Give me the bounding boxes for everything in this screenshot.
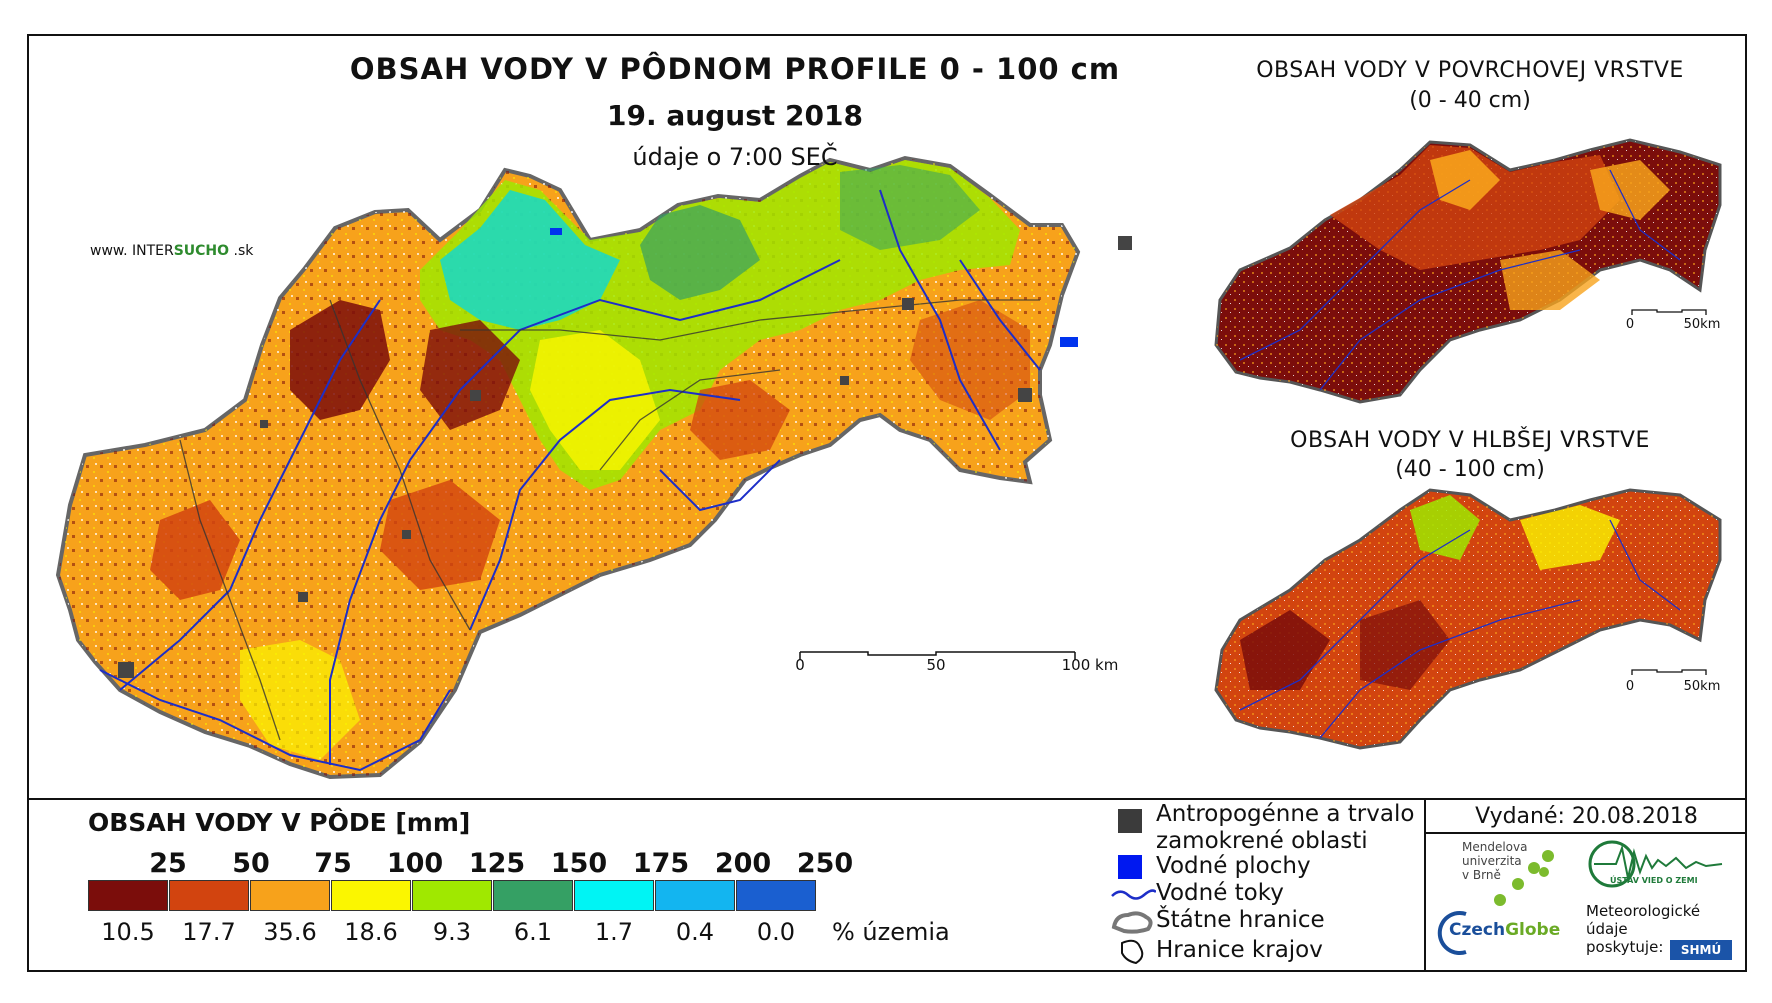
inset-surface-scale-bar [1631, 309, 1707, 315]
rivers [99, 189, 1041, 772]
legend-swatches [88, 880, 817, 911]
legend-urban-line2: zamokrené oblasti [1156, 828, 1368, 854]
legend-percent: 0.0 [756, 918, 796, 946]
legend-swatch [331, 880, 411, 911]
inset-deep-scale-label-50: 50km [1684, 679, 1721, 694]
main-time-note: údaje o 7:00 SEČ [632, 143, 838, 171]
issued-divider [1426, 832, 1747, 834]
website-suffix: .sk [229, 243, 254, 259]
legend-urban-line1: Antropogénne a trvalo [1156, 801, 1415, 827]
legend-state-border-label: Štátne hranice [1156, 907, 1325, 933]
issued-date: Vydané: 20.08.2018 [1475, 804, 1698, 829]
website-prefix: www. INTER [90, 243, 174, 259]
legend-threshold: 25 [149, 848, 187, 879]
legend-swatch [736, 880, 816, 911]
main-scale-label-0: 0 [795, 656, 805, 674]
legend-threshold: 125 [468, 848, 526, 879]
legend-swatch [169, 880, 249, 911]
legend-percent: 0.4 [675, 918, 715, 946]
legend-threshold: 175 [632, 848, 690, 879]
legend-swatch [493, 880, 573, 911]
legend-swatch [574, 880, 654, 911]
czechglobe-arc-icon [1437, 911, 1467, 955]
mendel-dots-icon [1494, 850, 1554, 906]
inset-surface-scale-label-0: 0 [1626, 317, 1634, 332]
legend-urban: Antropogénne a trvalo zamokrené oblasti [1110, 801, 1414, 855]
legend-water-bodies: Vodné plochy [1110, 853, 1311, 880]
legend-percent: 9.3 [432, 918, 472, 946]
legend-rivers: Vodné toky [1110, 880, 1284, 907]
legend-swatch [412, 880, 492, 911]
inset-surface-title: OBSAH VODY V POVRCHOVEJ VRSTVE [1256, 58, 1684, 83]
water-square-icon [1118, 855, 1142, 879]
legend-threshold: 250 [796, 848, 854, 879]
urban-square-icon [1118, 809, 1142, 833]
legend-swatch [88, 880, 168, 911]
inset-deep-subtitle: (40 - 100 cm) [1395, 457, 1545, 482]
legend-water-label: Vodné plochy [1156, 853, 1311, 879]
website-brand: SUCHO [173, 243, 230, 259]
main-date: 19. august 2018 [607, 99, 863, 132]
legend-threshold: 150 [550, 848, 608, 879]
region-borders [179, 299, 1040, 741]
state-border-icon [1111, 911, 1153, 934]
legend-rivers-label: Vodné toky [1156, 880, 1284, 906]
inset-deep-scale-bar [1631, 669, 1707, 675]
legend-threshold: 100 [386, 848, 444, 879]
legend-percent-unit: % územia [832, 918, 950, 946]
legend-percent: 10.5 [101, 918, 155, 946]
shmu-logo: SHMÚ [1670, 940, 1732, 960]
legend-swatch [655, 880, 735, 911]
inset-deep-map [1214, 488, 1722, 750]
river-line-icon [1111, 889, 1156, 900]
legend-swatch [250, 880, 330, 911]
inset-deep-title: OBSAH VODY V HLBŠEJ VRSTVE [1290, 428, 1650, 453]
meteo-provider-text: Meteorologické údaje poskytuje: [1586, 902, 1701, 956]
legend-title: OBSAH VODY V PÔDE [mm] [88, 808, 471, 837]
uvz-logo-icon [1588, 840, 1723, 888]
inset-surface-map [1214, 138, 1722, 404]
legend-percent: 17.7 [182, 918, 236, 946]
legend-threshold: 200 [714, 848, 772, 879]
inset-surface-scale-label-50: 50km [1684, 317, 1721, 332]
uvz-logo-text: ÚSTAV VIED O ZEMI [1610, 876, 1698, 885]
water-body [1060, 337, 1078, 347]
legend-percent: 18.6 [344, 918, 398, 946]
legend-divider [1424, 798, 1426, 972]
urban-areas [118, 236, 1132, 678]
main-title: OBSAH VODY V PÔDNOM PROFILE 0 - 100 cm [349, 52, 1121, 86]
mendel-logo-text: Mendelova univerzita v Brně [1462, 840, 1528, 882]
main-scale-bar [799, 651, 1076, 660]
legend-region-border: Hranice krajov [1110, 937, 1323, 964]
legend-threshold: 50 [232, 848, 270, 879]
inset-surface-subtitle: (0 - 40 cm) [1409, 88, 1531, 113]
legend-percent: 6.1 [513, 918, 553, 946]
legend-threshold: 75 [314, 848, 352, 879]
inset-deep-scale-label-0: 0 [1626, 679, 1634, 694]
legend-panel [27, 798, 1747, 972]
main-scale-label-50: 50 [926, 656, 945, 674]
main-map [55, 155, 1132, 780]
legend-state-border: Štátne hranice [1110, 907, 1325, 934]
region-border-icon [1121, 939, 1144, 964]
legend-region-border-label: Hranice krajov [1156, 937, 1323, 963]
legend-percent: 35.6 [263, 918, 317, 946]
main-scale-label-100: 100 km [1062, 656, 1119, 674]
czechglobe-logo: CzechGlobe [1449, 920, 1561, 940]
website-link[interactable]: www. INTERSUCHO .sk [90, 243, 253, 259]
legend-percent: 1.7 [594, 918, 634, 946]
